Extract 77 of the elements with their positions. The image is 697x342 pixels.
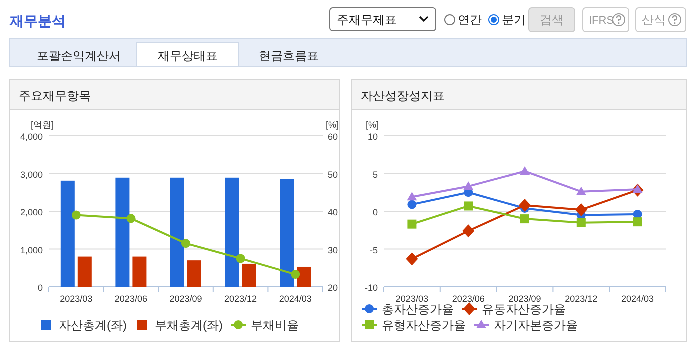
x-tick-label: 2023/06	[114, 294, 148, 304]
y-tick-label: 0	[38, 283, 43, 293]
text: 연간	[458, 13, 482, 27]
y2-tick-label: 20	[328, 283, 338, 293]
point	[408, 200, 417, 210]
chart-title: 주요재무항목	[19, 89, 91, 103]
y-tick-label: 0	[372, 208, 378, 218]
legend-label: 총자산증가율	[382, 302, 454, 316]
y2-tick-label: 60	[328, 132, 338, 142]
chart-title: 자산성장성지표	[361, 89, 445, 103]
point	[72, 210, 81, 220]
y-tick-label: 3,000	[20, 170, 43, 180]
point	[520, 166, 530, 175]
bar	[242, 264, 256, 287]
bar	[188, 260, 202, 287]
legend-label: 유동자산증가율	[482, 302, 566, 316]
point	[462, 224, 475, 238]
point	[407, 192, 418, 201]
point	[182, 239, 190, 248]
y2-axis-title: [%]	[326, 120, 340, 130]
y-axis-title: [억원]	[31, 120, 54, 130]
point	[291, 270, 300, 280]
x-tick-label: 2023/03	[60, 294, 93, 304]
text: 현금흐름표	[259, 49, 319, 63]
legend-label: 부채비율	[251, 318, 299, 332]
text: 분기	[502, 13, 526, 27]
point	[464, 182, 474, 190]
point	[576, 186, 586, 196]
x-tick-label: 2023/03	[396, 294, 428, 304]
point	[406, 252, 418, 266]
point	[236, 254, 246, 264]
point	[519, 198, 531, 212]
legend-label: 부채총계(좌)	[155, 318, 223, 332]
y-tick-label: -5	[370, 245, 378, 256]
bar	[116, 178, 130, 287]
bar	[225, 178, 240, 287]
point	[126, 214, 136, 224]
bar	[280, 179, 294, 287]
y2-tick-label: 50	[328, 170, 338, 180]
x-tick-label: 2023/09	[508, 294, 542, 304]
text: 포괄손익계산서	[37, 49, 121, 63]
point	[520, 214, 530, 224]
bar	[60, 180, 75, 287]
y-tick-label: -10	[364, 283, 378, 293]
x-tick-label: 2024/03	[279, 294, 312, 304]
y2-tick-label: 40	[328, 208, 338, 218]
bar	[78, 256, 92, 287]
y-tick-label: 5	[372, 170, 378, 180]
text: 재무분석	[9, 13, 66, 29]
y-tick-label: 2,000	[20, 208, 43, 218]
point	[632, 184, 643, 194]
point	[633, 218, 642, 227]
x-tick-label: 2023/12	[224, 294, 258, 304]
text: 검색	[540, 13, 564, 27]
text: 재무상태표	[158, 49, 218, 63]
legend-label: 유형자산증가율	[382, 318, 466, 332]
y-tick-label: 10	[368, 132, 378, 142]
x-tick-label: 2024/03	[622, 294, 654, 304]
y-tick-label: 4,000	[20, 132, 43, 142]
bar	[132, 256, 147, 287]
y-axis-title: [%]	[366, 120, 380, 130]
bar	[297, 266, 312, 287]
text: 주재무제표	[337, 13, 397, 27]
point	[575, 203, 588, 216]
x-tick-label: 2023/06	[452, 294, 485, 304]
x-tick-label: 2023/09	[170, 294, 202, 304]
text: IFRS	[589, 15, 614, 27]
point	[464, 202, 474, 211]
y-tick-label: 1,000	[20, 245, 43, 256]
bar	[170, 178, 184, 287]
point	[408, 220, 417, 229]
y2-tick-label: 30	[328, 245, 338, 256]
text: 산식	[642, 13, 666, 27]
legend-label: 자기자본증가율	[494, 318, 578, 332]
point	[576, 218, 586, 228]
x-tick-label: 2023/12	[565, 294, 598, 304]
legend-label: 자산총계(좌)	[59, 318, 127, 332]
